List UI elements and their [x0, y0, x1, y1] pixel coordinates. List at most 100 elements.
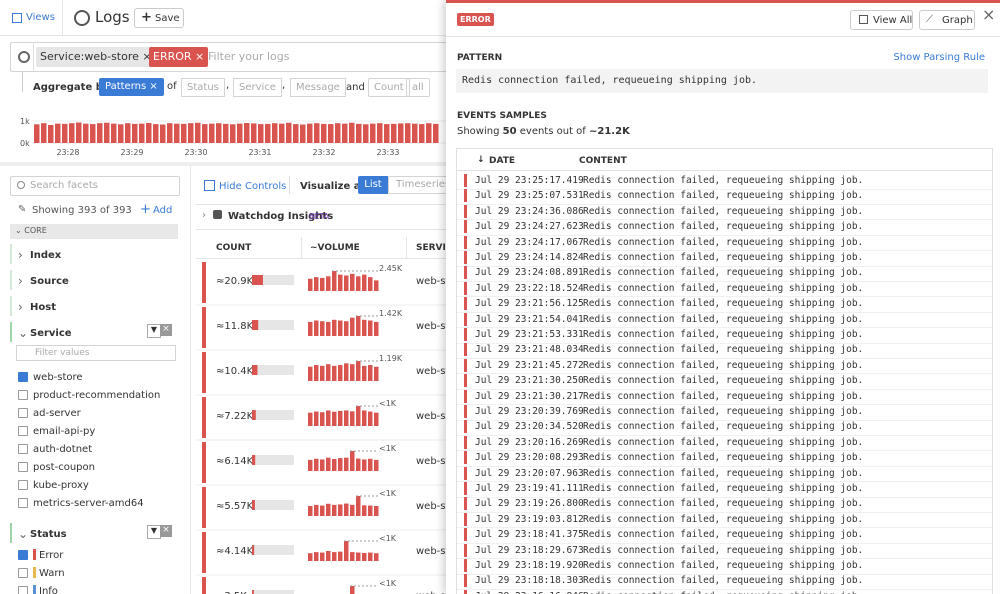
- event-content[interactable]: Redis connection failed, requeueing ship…: [583, 175, 864, 186]
- checkbox[interactable]: [18, 480, 28, 490]
- views-button[interactable]: Views: [8, 8, 55, 28]
- event-content[interactable]: Redis connection failed, requeueing ship…: [583, 560, 864, 571]
- filter-tag[interactable]: ERROR ×: [149, 47, 209, 67]
- facet-value[interactable]: email-api-py: [33, 426, 96, 437]
- tag-remove[interactable]: ×: [191, 50, 205, 63]
- facet-filter[interactable]: Filter values: [16, 345, 176, 361]
- event-date[interactable]: Jul 29 23:19:41.111: [475, 483, 584, 494]
- facet-value[interactable]: product-recommendation: [33, 390, 161, 401]
- facet-chevron[interactable]: ⌄: [18, 326, 29, 340]
- add-facet[interactable]: Add: [153, 205, 173, 216]
- close-button[interactable]: ×: [982, 5, 996, 24]
- event-date[interactable]: Jul 29 23:24:36.086: [475, 205, 584, 217]
- facet-group[interactable]: Host: [30, 302, 56, 313]
- event-content[interactable]: Redis connection failed, requeueing ship…: [583, 236, 864, 248]
- event-content[interactable]: Redis connection failed, requeueing ship…: [583, 406, 864, 417]
- event-content[interactable]: Redis connection failed, requeueing ship…: [583, 267, 864, 279]
- list-button[interactable]: List: [358, 176, 388, 194]
- facet-chevron[interactable]: ⌄: [18, 527, 29, 541]
- event-content[interactable]: Redis connection failed, requeueing ship…: [583, 282, 864, 294]
- facet-value[interactable]: Error: [39, 550, 64, 561]
- facet-search[interactable]: Search facets: [10, 176, 180, 196]
- checkbox[interactable]: [18, 426, 28, 436]
- facet-value[interactable]: web-store: [33, 372, 83, 383]
- event-date[interactable]: Jul 29 23:19:26.800: [475, 498, 584, 510]
- facet-value[interactable]: metrics-server-amd64: [33, 498, 144, 509]
- date-header[interactable]: DATE: [489, 156, 516, 166]
- checkbox[interactable]: [18, 550, 28, 560]
- event-date[interactable]: Jul 29 23:21:56.125: [475, 298, 584, 310]
- event-content[interactable]: Redis connection failed, requeueing ship…: [583, 436, 864, 448]
- facet-value[interactable]: auth-dotnet: [33, 444, 93, 455]
- event-content[interactable]: Redis connection failed, requeueing ship…: [583, 483, 864, 494]
- event-date[interactable]: Jul 29 23:22:18.524: [475, 282, 584, 294]
- aggregate-selected[interactable]: Patterns ×: [99, 78, 164, 96]
- checkbox[interactable]: [18, 498, 28, 508]
- event-content[interactable]: Redis connection failed, requeueing ship…: [583, 359, 864, 371]
- event-content[interactable]: Redis connection failed, requeueing ship…: [583, 390, 864, 402]
- view-all-button[interactable]: View All: [850, 10, 913, 30]
- watchdog-bar[interactable]: › Watchdog Insights BETA: [196, 204, 446, 230]
- event-content[interactable]: Redis connection failed, requeueing ship…: [583, 467, 864, 479]
- event-date[interactable]: Jul 29 23:21:48.034: [475, 344, 584, 356]
- event-date[interactable]: Jul 29 23:20:08.293: [475, 452, 584, 464]
- event-date[interactable]: Jul 29 23:18:29.673: [475, 544, 584, 556]
- aggregate-field[interactable]: Status: [181, 78, 225, 97]
- event-date[interactable]: Jul 29 23:19:03.812: [475, 513, 584, 525]
- event-content[interactable]: Redis connection failed, requeueing ship…: [583, 421, 864, 433]
- facet-group[interactable]: Status: [30, 529, 67, 540]
- event-date[interactable]: Jul 29 23:21:30.217: [475, 390, 584, 402]
- graph-button[interactable]: ⟋ Graph: [919, 10, 975, 30]
- event-date[interactable]: Jul 29 23:20:16.269: [475, 436, 584, 448]
- facet-value[interactable]: Info: [39, 586, 58, 594]
- event-content[interactable]: Redis connection failed, requeueing ship…: [583, 452, 864, 464]
- event-content[interactable]: Redis connection failed, requeueing ship…: [583, 513, 864, 525]
- count-field[interactable]: Count: [368, 78, 410, 97]
- remove-button[interactable]: ×: [160, 324, 172, 336]
- event-content[interactable]: Redis connection failed, requeueing ship…: [583, 298, 864, 310]
- sort-arrow[interactable]: ↓: [477, 155, 485, 165]
- event-date[interactable]: Jul 29 23:18:41.375: [475, 529, 584, 541]
- event-content[interactable]: Redis connection failed, requeueing ship…: [583, 544, 864, 556]
- event-content[interactable]: Redis connection failed, requeueing ship…: [583, 498, 864, 510]
- checkbox[interactable]: [18, 408, 28, 418]
- event-content[interactable]: Redis connection failed, requeueing ship…: [583, 190, 864, 202]
- checkbox[interactable]: [18, 462, 28, 472]
- facet-value[interactable]: Warn: [39, 568, 65, 579]
- checkbox[interactable]: [18, 568, 28, 578]
- remove-button[interactable]: ×: [160, 525, 172, 537]
- filter-tag[interactable]: Service:web-store ×: [36, 47, 156, 67]
- facet-chevron[interactable]: ›: [18, 300, 23, 314]
- event-date[interactable]: Jul 29 23:20:39.769: [475, 406, 584, 417]
- event-content[interactable]: Redis connection failed, requeueing ship…: [583, 313, 864, 325]
- event-date[interactable]: Jul 29 23:20:07.963: [475, 467, 584, 479]
- checkbox[interactable]: [18, 390, 28, 400]
- event-content[interactable]: Redis connection failed, requeueing ship…: [583, 575, 864, 587]
- facet-group[interactable]: Index: [30, 250, 62, 261]
- event-content[interactable]: Redis connection failed, requeueing ship…: [583, 529, 864, 541]
- event-date[interactable]: Jul 29 23:21:54.041: [475, 313, 584, 325]
- show-parsing-rule[interactable]: Show Parsing Rule: [893, 52, 985, 63]
- facet-value[interactable]: ad-server: [33, 408, 81, 419]
- event-date[interactable]: Jul 29 23:24:27.623: [475, 221, 584, 233]
- all-field[interactable]: all: [406, 78, 430, 97]
- add-icon[interactable]: +: [140, 202, 151, 217]
- event-date[interactable]: Jul 29 23:21:53.331: [475, 329, 584, 340]
- event-date[interactable]: Jul 29 23:16:16.846: [475, 591, 584, 594]
- event-content[interactable]: Redis connection failed, requeueing ship…: [583, 252, 864, 263]
- checkbox[interactable]: [18, 444, 28, 454]
- tag-remove[interactable]: ×: [138, 50, 152, 63]
- checkbox[interactable]: [18, 586, 28, 594]
- event-content[interactable]: Redis connection failed, requeueing ship…: [583, 591, 863, 594]
- aggregate-field[interactable]: Service: [233, 78, 282, 97]
- event-date[interactable]: Jul 29 23:25:17.419: [475, 175, 584, 186]
- event-date[interactable]: Jul 29 23:20:34.520: [475, 421, 584, 433]
- search-placeholder[interactable]: Filter your logs: [208, 50, 290, 63]
- facet-chevron[interactable]: ›: [18, 274, 23, 288]
- event-content[interactable]: Redis connection failed, requeueing ship…: [583, 205, 864, 217]
- event-date[interactable]: Jul 29 23:24:08.891: [475, 267, 584, 279]
- event-date[interactable]: Jul 29 23:21:45.272: [475, 359, 584, 371]
- event-date[interactable]: Jul 29 23:18:19.920: [475, 560, 584, 571]
- event-content[interactable]: Redis connection failed, requeueing ship…: [583, 375, 864, 387]
- event-date[interactable]: Jul 29 23:25:07.531: [475, 190, 584, 202]
